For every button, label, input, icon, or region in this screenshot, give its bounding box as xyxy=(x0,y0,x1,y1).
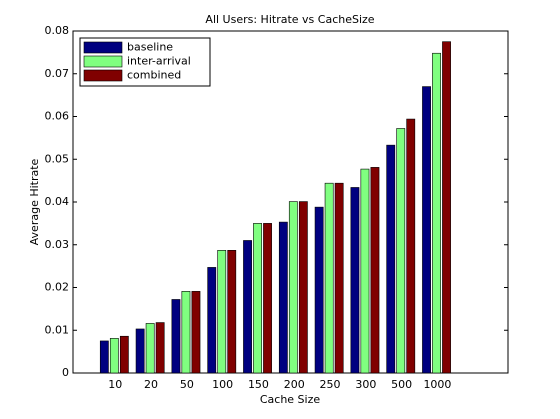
legend-swatch xyxy=(83,55,123,68)
y-tick-label: 0.01 xyxy=(45,323,70,336)
bar xyxy=(360,168,370,374)
bar xyxy=(99,340,109,374)
bar xyxy=(171,299,181,374)
x-tick-label: 200 xyxy=(284,378,305,391)
x-tick-label: 300 xyxy=(355,378,376,391)
bar xyxy=(119,335,129,374)
bar xyxy=(217,250,227,374)
bar xyxy=(278,221,288,374)
y-tick-label: 0.05 xyxy=(45,152,70,165)
y-tick-label: 0.08 xyxy=(45,24,70,37)
chart-title: All Users: Hitrate vs CacheSize xyxy=(205,13,374,26)
bar xyxy=(243,240,252,374)
y-tick-label: 0.04 xyxy=(45,195,70,208)
bar xyxy=(442,41,451,374)
bar xyxy=(350,187,360,374)
y-tick-label: 0.07 xyxy=(45,67,70,80)
bar xyxy=(181,291,191,374)
x-tick-label: 250 xyxy=(320,378,341,391)
bar xyxy=(145,323,155,374)
y-tick-label: 0.06 xyxy=(45,110,70,123)
bar xyxy=(155,322,165,374)
bar xyxy=(386,144,396,374)
bar xyxy=(135,328,145,374)
bar xyxy=(396,128,406,374)
bar xyxy=(298,201,308,374)
x-tick-label: 1000 xyxy=(423,378,451,391)
y-tick-label: 0.02 xyxy=(45,281,70,294)
legend-swatch xyxy=(83,69,123,82)
x-tick-label: 50 xyxy=(180,378,194,391)
bar xyxy=(334,182,344,374)
bar xyxy=(422,86,431,374)
x-tick-label: 20 xyxy=(144,378,158,391)
x-tick-label: 500 xyxy=(391,378,412,391)
bar xyxy=(191,291,201,374)
y-tick-label: 0 xyxy=(62,366,69,379)
bar xyxy=(109,338,119,374)
bar xyxy=(263,223,272,374)
bar xyxy=(288,201,298,374)
y-axis-label: Average Hitrate xyxy=(28,158,41,245)
bar xyxy=(432,52,441,374)
x-tick-label: 10 xyxy=(108,378,122,391)
bar xyxy=(253,223,262,374)
bar xyxy=(370,167,380,374)
legend-swatch xyxy=(83,41,123,54)
legend-label: combined xyxy=(127,69,181,82)
x-tick-label: 100 xyxy=(212,378,233,391)
bar xyxy=(314,206,324,374)
bar xyxy=(324,182,334,374)
x-axis-label: Cache Size xyxy=(260,393,321,406)
bar xyxy=(406,118,416,374)
bar xyxy=(227,250,237,374)
legend-label: baseline xyxy=(127,41,173,54)
y-tick-label: 0.03 xyxy=(45,238,70,251)
bar xyxy=(207,267,217,374)
x-tick-label: 150 xyxy=(248,378,269,391)
legend-label: inter-arrival xyxy=(127,55,191,68)
